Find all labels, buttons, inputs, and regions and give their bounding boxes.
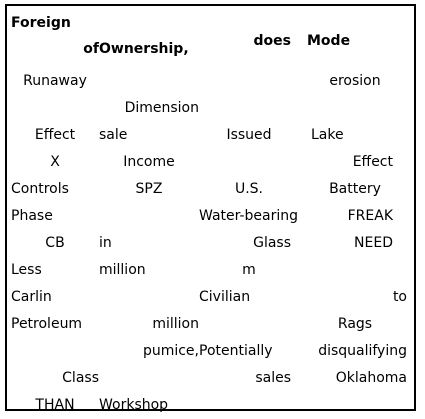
header-of: of <box>83 41 99 57</box>
table-frame: Foreign of Ownership, does Mode Runaway … <box>5 4 416 413</box>
cell <box>99 68 199 95</box>
header-cell-1: Foreign of <box>11 10 99 68</box>
cell <box>199 95 299 122</box>
cell <box>11 95 99 122</box>
cell: X <box>50 154 60 170</box>
cell <box>199 311 299 338</box>
table-row: CB in Glass NEED <box>11 230 411 257</box>
table-row: Dimension <box>11 95 411 122</box>
cell: SPZ <box>135 181 163 197</box>
cell: to <box>392 289 407 305</box>
data-table: Foreign of Ownership, does Mode Runaway … <box>11 10 411 419</box>
cell <box>299 257 411 284</box>
table-row: X Income Effect <box>11 149 411 176</box>
cell: million <box>99 262 146 278</box>
table-row: pumice, Potentially disqualifying <box>11 338 411 365</box>
cell: Carlin <box>11 289 52 305</box>
cell: FREAK <box>347 208 393 224</box>
cell <box>11 338 99 365</box>
header-ownership: Ownership, <box>99 41 189 57</box>
cell: m <box>242 262 256 278</box>
cell <box>299 392 411 419</box>
header-foreign: Foreign <box>11 15 71 31</box>
cell: Phase <box>11 208 53 224</box>
cell: Potentially <box>199 343 273 359</box>
table-row: Petroleum million Rags <box>11 311 411 338</box>
cell: Civilian <box>199 289 251 305</box>
cell: NEED <box>354 235 393 251</box>
cell: U.S. <box>234 181 264 197</box>
cell: million <box>152 316 199 332</box>
cell: in <box>99 235 112 251</box>
cell: Income <box>123 154 175 170</box>
cell: CB <box>45 235 65 251</box>
cell: erosion <box>329 73 381 89</box>
cell <box>199 149 299 176</box>
table-row: Carlin Civilian to <box>11 284 411 311</box>
table-row: Less million m <box>11 257 411 284</box>
table-row: Class sales Oklahoma <box>11 365 411 392</box>
cell <box>99 365 199 392</box>
cell: Runaway <box>23 73 87 89</box>
cell: Water-bearing <box>199 208 299 224</box>
cell: sale <box>99 127 128 143</box>
cell: sales <box>255 370 291 386</box>
cell: pumice, <box>142 343 199 359</box>
cell: Less <box>11 262 42 278</box>
cell: Dimension <box>124 100 199 116</box>
cell: Battery <box>329 181 381 197</box>
header-row: Foreign of Ownership, does Mode <box>11 10 411 68</box>
cell: disqualifying <box>318 343 407 359</box>
table-row: Phase Water-bearing FREAK <box>11 203 411 230</box>
cell: Class <box>62 370 99 386</box>
cell: Controls <box>11 181 69 197</box>
table-row: Effect sale Issued Lake <box>11 122 411 149</box>
cell: Effect <box>352 154 393 170</box>
cell: THAN <box>35 397 75 413</box>
cell <box>99 284 199 311</box>
cell: Effect <box>34 127 76 143</box>
cell <box>299 95 411 122</box>
cell <box>199 68 299 95</box>
cell: Petroleum <box>11 316 83 332</box>
cell: Workshop <box>99 397 169 413</box>
cell: Glass <box>253 235 291 251</box>
cell: Issued <box>226 127 272 143</box>
cell: Lake <box>311 127 344 143</box>
table-row: Controls SPZ U.S. Battery <box>11 176 411 203</box>
cell: Oklahoma <box>335 370 407 386</box>
cell: Rags <box>337 316 373 332</box>
header-does: does <box>253 33 291 49</box>
cell <box>199 392 299 419</box>
cell <box>99 203 199 230</box>
table-row: THAN Workshop <box>11 392 411 419</box>
header-mode: Mode <box>307 33 351 49</box>
table-row: Runaway erosion <box>11 68 411 95</box>
